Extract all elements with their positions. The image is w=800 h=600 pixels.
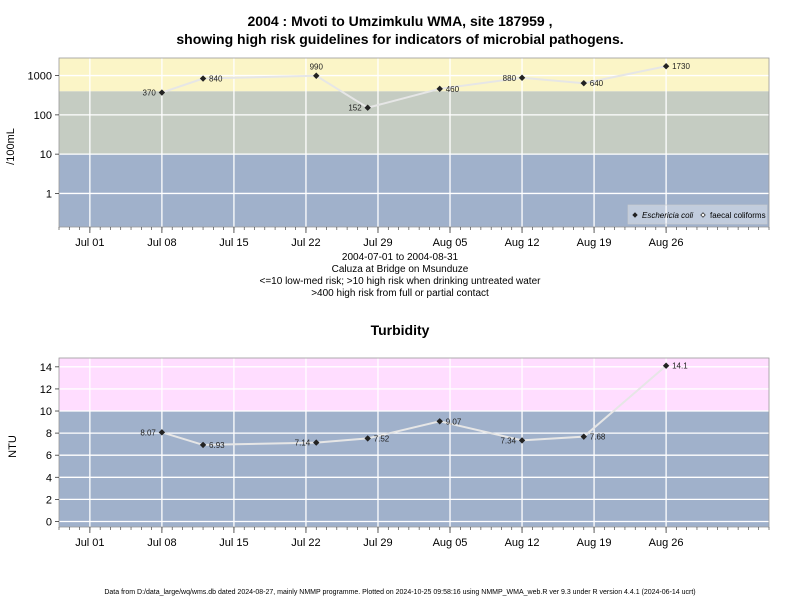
caption-risk-contact: >400 high risk from full or partial cont… <box>311 288 489 299</box>
turbidity-data-label: 6.93 <box>209 441 225 450</box>
legend-faecal-label: faecal coliforms <box>710 211 766 220</box>
turbidity-x-tick-label: Aug 12 <box>505 537 540 549</box>
turbidity-y-tick-label: 2 <box>46 494 52 506</box>
ecoli-data-point <box>313 72 320 79</box>
turbidity-data-label: 7.52 <box>374 434 390 443</box>
turbidity-y-tick-label: 14 <box>40 362 52 374</box>
turbidity-data-point <box>662 362 670 369</box>
ecoli-data-point <box>199 75 207 82</box>
ecoli-data-label: 460 <box>446 85 460 94</box>
ecoli-data-point <box>364 104 371 111</box>
ecoli-x-tick-label: Jul 08 <box>147 237 176 249</box>
ecoli-y-tick-label: 1 <box>46 188 52 200</box>
ecoli-data-label: 990 <box>310 63 324 72</box>
legend-faecal-marker <box>700 212 706 218</box>
turbidity-data-label: 7.14 <box>295 439 311 448</box>
turbidity-x-tick-label: Jul 01 <box>75 537 104 549</box>
top-chart-ylabel: /100mL <box>5 128 17 165</box>
ecoli-data-point <box>580 79 587 87</box>
ecoli-plot-frame <box>58 57 770 228</box>
ecoli-data-point <box>158 89 166 96</box>
ecoli-y-tick-label: 1000 <box>28 71 52 83</box>
turbidity-data-point <box>199 441 207 449</box>
turbidity-x-tick-label: Aug 26 <box>649 537 684 549</box>
turbidity-x-tick-label: Jul 08 <box>147 537 176 549</box>
turbidity-plot-frame <box>58 357 770 528</box>
footer-note: Data from D:/data_large/wq/wms.db dated … <box>104 589 696 596</box>
ecoli-x-tick-label: Jul 22 <box>291 237 320 249</box>
ecoli-y-tick-label: 100 <box>34 110 52 122</box>
caption-risk-drinking: <=10 low-med risk; >10 high risk when dr… <box>259 276 541 287</box>
turbidity-data-point <box>580 433 587 440</box>
turbidity-data-label: 14.1 <box>672 362 688 371</box>
ecoli-data-label: 840 <box>209 75 223 84</box>
ecoli-data-label: 880 <box>503 74 517 83</box>
ecoli-data-label: 370 <box>143 89 157 98</box>
ecoli-data-point <box>436 85 443 93</box>
ecoli-risk-band <box>59 91 769 155</box>
legend-ecoli-marker <box>632 212 638 218</box>
ecoli-y-tick-label: 10 <box>40 149 52 161</box>
ecoli-data-label: 640 <box>590 79 604 88</box>
bottom-chart-title: Turbidity <box>370 322 430 338</box>
turbidity-y-tick-label: 10 <box>40 406 52 418</box>
turbidity-y-tick-label: 12 <box>40 384 52 396</box>
ecoli-data-label: 152 <box>348 104 362 113</box>
turbidity-y-tick-label: 8 <box>46 428 52 440</box>
ecoli-x-tick-label: Aug 26 <box>649 237 684 249</box>
turbidity-data-label: 7.34 <box>500 436 516 445</box>
legend-box <box>627 204 768 225</box>
turbidity-x-tick-label: Jul 22 <box>291 537 320 549</box>
turbidity-data-label: 7.68 <box>590 433 606 442</box>
ecoli-x-tick-label: Aug 19 <box>577 237 612 249</box>
bottom-chart-ylabel: NTU <box>7 435 19 458</box>
ecoli-data-point <box>518 74 526 81</box>
turbidity-x-tick-label: Aug 05 <box>433 537 468 549</box>
turbidity-risk-band <box>59 411 769 527</box>
turbidity-data-point <box>313 439 320 446</box>
caption-date-range: 2004-07-01 to 2004-08-31 <box>341 252 459 263</box>
ecoli-x-tick-label: Jul 01 <box>75 237 104 249</box>
turbidity-data-point <box>436 418 443 425</box>
ecoli-x-tick-label: Jul 15 <box>219 237 248 249</box>
ecoli-x-tick-label: Jul 29 <box>363 237 392 249</box>
ecoli-risk-band <box>59 58 769 92</box>
turbidity-risk-band <box>59 358 769 412</box>
top-chart-title-line2: showing high risk guidelines for indicat… <box>176 31 624 47</box>
turbidity-y-tick-label: 6 <box>46 450 52 462</box>
turbidity-data-point <box>518 437 526 444</box>
ecoli-data-point <box>662 63 670 70</box>
caption-site-name: Caluza at Bridge on Msunduze <box>331 264 469 275</box>
ecoli-x-tick-label: Aug 05 <box>433 237 468 249</box>
turbidity-x-tick-label: Jul 15 <box>219 537 248 549</box>
turbidity-y-tick-label: 0 <box>46 516 52 528</box>
turbidity-x-tick-label: Jul 29 <box>363 537 392 549</box>
turbidity-data-point <box>158 429 166 436</box>
top-chart-title-line1: 2004 : Mvoti to Umzimkulu WMA, site 1879… <box>247 13 553 29</box>
turbidity-data-label: 9.07 <box>446 417 462 426</box>
ecoli-series-line <box>161 65 667 109</box>
turbidity-series-line <box>161 364 667 446</box>
turbidity-x-tick-label: Aug 19 <box>577 537 612 549</box>
legend-ecoli-label: Eschericia coli <box>642 211 693 220</box>
turbidity-y-tick-label: 4 <box>46 472 52 484</box>
ecoli-risk-band <box>59 154 769 227</box>
ecoli-x-tick-label: Aug 12 <box>505 237 540 249</box>
ecoli-data-label: 1730 <box>672 62 690 71</box>
turbidity-data-label: 8.07 <box>140 428 156 437</box>
turbidity-data-point <box>364 435 371 442</box>
